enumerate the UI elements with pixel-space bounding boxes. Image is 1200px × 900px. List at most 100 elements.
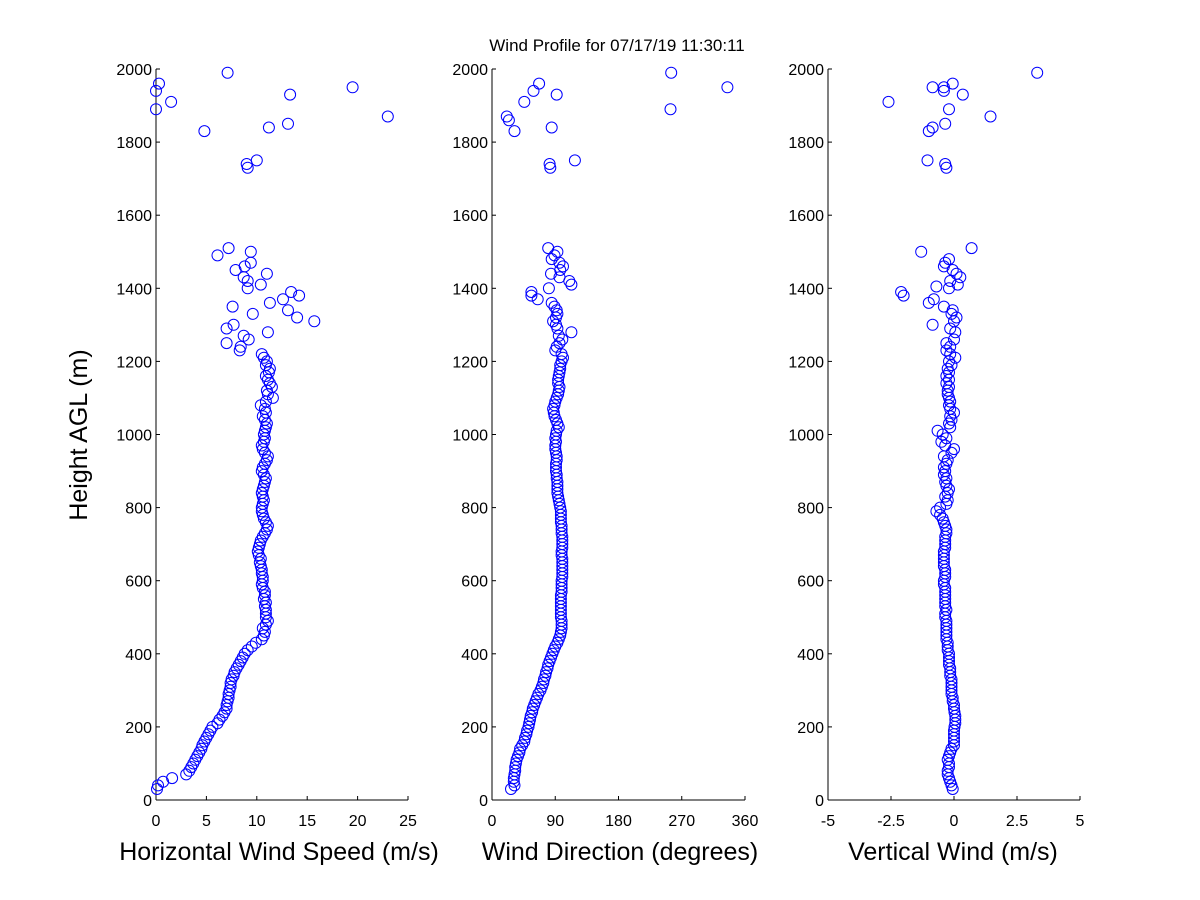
data-point xyxy=(180,768,193,781)
data-point xyxy=(945,446,958,459)
x-axis-label-horizontal-wind-speed: Horizontal Wind Speed (m/s) xyxy=(119,838,439,866)
data-point xyxy=(541,662,554,675)
y-tick-label: 1600 xyxy=(788,208,824,225)
x-tick-label: 15 xyxy=(298,813,316,830)
y-tick-label: 800 xyxy=(797,501,824,518)
y-tick-label: 400 xyxy=(461,647,488,664)
y-tick-label: 600 xyxy=(461,574,488,591)
data-point xyxy=(262,366,275,379)
data-point xyxy=(545,296,558,309)
data-point xyxy=(956,88,969,101)
x-tick-label: 25 xyxy=(399,813,417,830)
y-tick-label: 1600 xyxy=(452,208,488,225)
data-point xyxy=(532,688,545,700)
data-point xyxy=(244,245,257,258)
data-point xyxy=(256,443,269,456)
data-point xyxy=(568,154,581,167)
data-point xyxy=(940,472,953,485)
data-point xyxy=(505,783,517,795)
data-point xyxy=(943,282,955,295)
data-point xyxy=(927,293,940,306)
data-point xyxy=(253,538,266,551)
data-point xyxy=(965,242,978,255)
data-point xyxy=(211,249,224,262)
data-point xyxy=(241,275,254,287)
data-point xyxy=(552,329,565,342)
data-point xyxy=(282,304,294,317)
y-tick-label: 1600 xyxy=(116,208,152,225)
data-point xyxy=(549,432,562,445)
y-tick-label: 200 xyxy=(797,720,824,737)
y-tick-label: 200 xyxy=(125,720,152,737)
data-point xyxy=(664,103,677,116)
data-point xyxy=(940,344,953,357)
data-point xyxy=(945,742,958,755)
data-point xyxy=(897,289,910,302)
x-tick-label: 360 xyxy=(732,813,759,830)
x-tick-label: 180 xyxy=(605,813,632,830)
data-point xyxy=(514,742,527,755)
horizontal-wind-speed-panel: Horizontal Wind Speed (m/s) 020040060080… xyxy=(116,62,438,866)
data-point xyxy=(241,161,254,174)
data-point xyxy=(922,125,935,138)
data-point xyxy=(261,326,274,339)
data-point xyxy=(291,311,304,324)
x-tick-label: 0 xyxy=(488,813,497,830)
y-tick-label: 1800 xyxy=(452,135,488,152)
data-point xyxy=(926,121,939,134)
data-point xyxy=(257,351,270,364)
data-point xyxy=(930,280,943,293)
data-point xyxy=(151,783,163,795)
data-point xyxy=(943,103,955,116)
data-point xyxy=(257,479,270,492)
data-point xyxy=(940,432,953,445)
data-point xyxy=(166,772,179,785)
data-point xyxy=(284,88,297,101)
data-point xyxy=(946,264,959,276)
data-point xyxy=(258,589,271,602)
y-tick-label: 1800 xyxy=(116,135,152,152)
data-point xyxy=(939,256,952,269)
data-point xyxy=(259,406,272,419)
data-point xyxy=(943,381,955,393)
data-point xyxy=(984,110,997,123)
data-point xyxy=(542,282,555,295)
data-point xyxy=(252,541,265,554)
x-tick-label: 0 xyxy=(152,813,161,830)
data-point xyxy=(238,647,251,660)
x-tick-label: 5 xyxy=(202,813,211,830)
data-point xyxy=(944,340,957,353)
data-point xyxy=(233,344,246,357)
data-point xyxy=(346,81,359,94)
data-point xyxy=(257,629,270,642)
data-point xyxy=(198,125,211,138)
data-point xyxy=(277,293,289,306)
data-point xyxy=(548,300,561,313)
data-point xyxy=(256,483,269,496)
y-tick-label: 400 xyxy=(125,647,152,664)
data-point xyxy=(255,348,268,361)
y-tick-label: 0 xyxy=(479,793,488,810)
data-point xyxy=(547,315,560,328)
y-tick-label: 1800 xyxy=(788,135,824,152)
data-point xyxy=(261,450,274,463)
data-point xyxy=(939,117,952,130)
y-axis-label: Height AGL (m) xyxy=(65,349,93,520)
y-tick-label: 2000 xyxy=(116,62,152,79)
y-tick-label: 600 xyxy=(125,574,152,591)
data-point xyxy=(257,428,270,441)
x-axis-label-wind-direction: Wind Direction (degrees) xyxy=(482,838,759,866)
y-tick-label: 1400 xyxy=(788,281,824,298)
data-point xyxy=(557,260,569,273)
data-point xyxy=(948,443,960,456)
x-tick-label: 2.5 xyxy=(1006,813,1028,830)
data-point xyxy=(255,578,268,591)
x-tick-label: 20 xyxy=(349,813,367,830)
data-point xyxy=(543,158,556,170)
data-point xyxy=(936,428,949,441)
data-point xyxy=(238,260,251,273)
data-point xyxy=(943,253,955,266)
y-tick-label: 1400 xyxy=(116,281,152,298)
data-point xyxy=(513,746,526,759)
data-point xyxy=(943,355,955,368)
